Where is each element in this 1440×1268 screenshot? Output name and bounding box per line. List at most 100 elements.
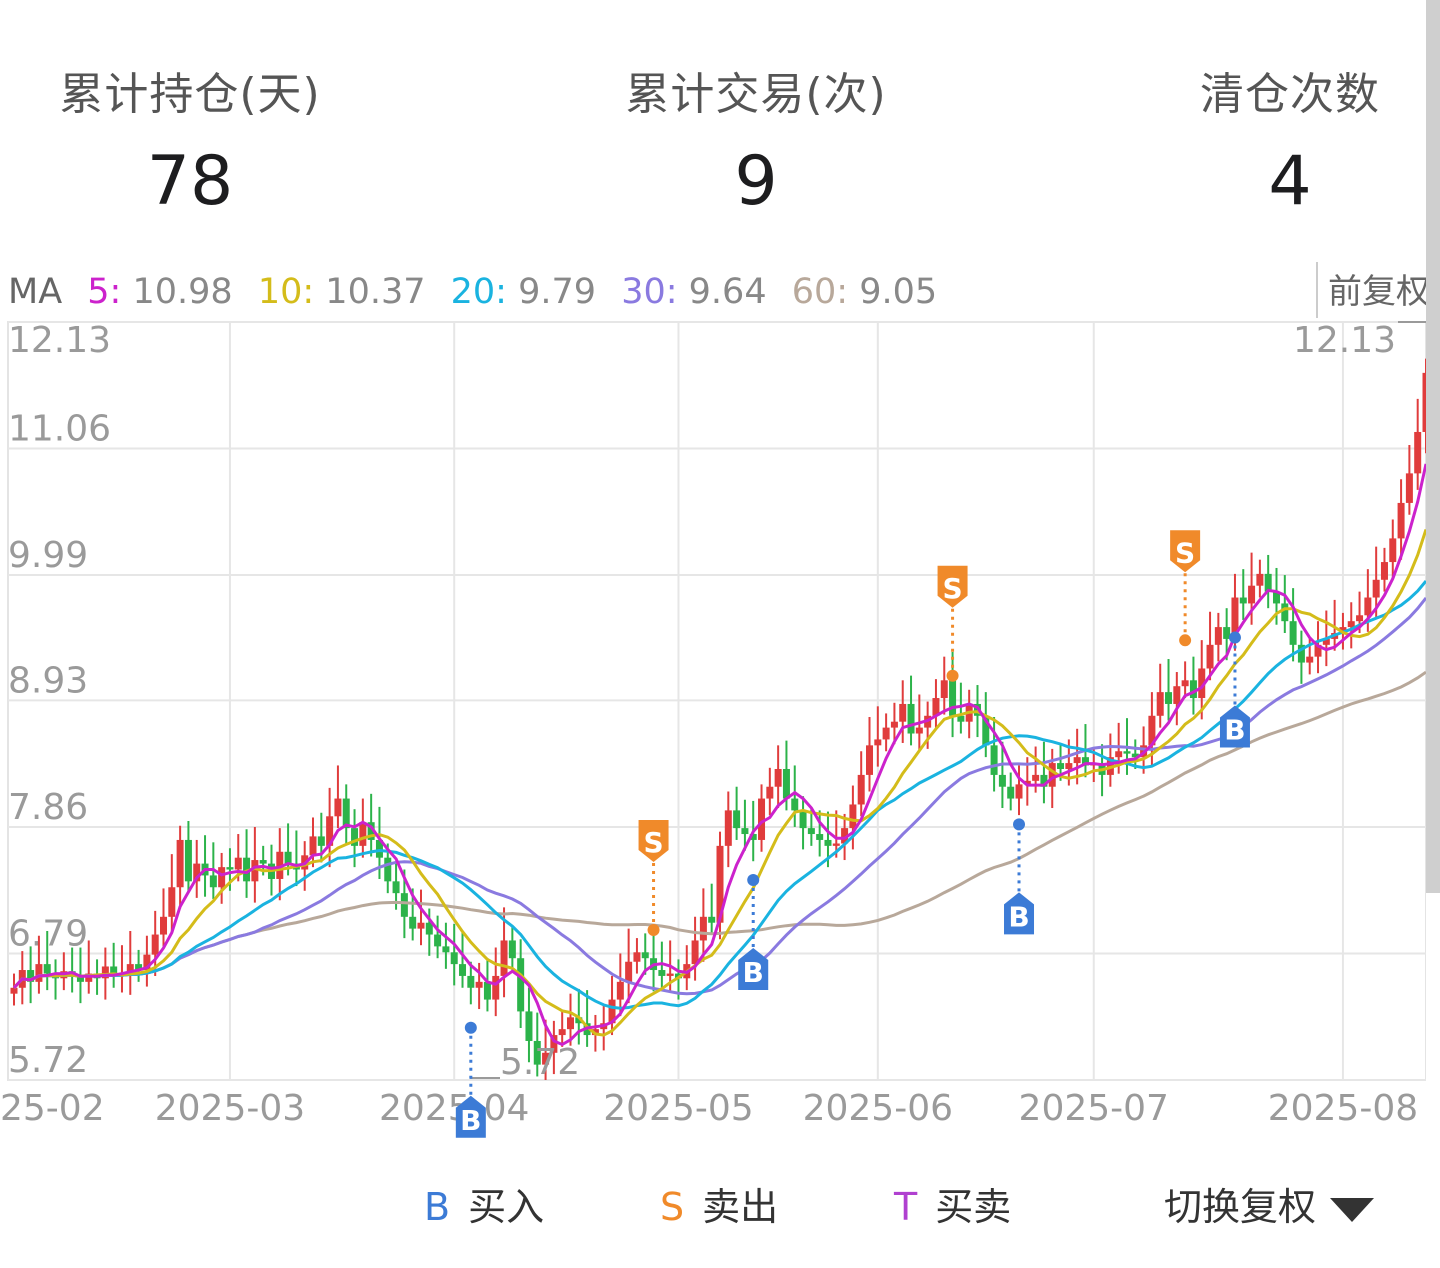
- legend-item-sell: S 卖出: [660, 1176, 778, 1231]
- candle-body: [1015, 784, 1023, 799]
- candle-body: [209, 875, 217, 888]
- candle-body: [375, 839, 383, 858]
- candle-body: [367, 822, 375, 840]
- candle-body: [276, 851, 284, 879]
- ma20-value: 9.79: [518, 272, 597, 312]
- candle-body: [168, 887, 176, 917]
- x-tick-label: 2025-08: [1268, 1088, 1418, 1129]
- candle-body: [1248, 585, 1256, 604]
- ma20-line: [12, 580, 1426, 1010]
- stat-label: 累计持仓(天): [59, 69, 321, 120]
- candle-body: [998, 774, 1006, 787]
- stat-value: 78: [146, 142, 234, 221]
- candle-body: [575, 1017, 583, 1024]
- candle-body: [251, 860, 259, 882]
- x-tick-label: 2025-03: [155, 1088, 305, 1129]
- ma10-key: 10:: [257, 272, 315, 312]
- candle-body: [1306, 656, 1314, 663]
- legend-symbol: T: [894, 1185, 918, 1229]
- candle-body: [1356, 615, 1364, 622]
- candle-body: [1231, 597, 1239, 639]
- ma-prefix: MA: [8, 272, 63, 312]
- candle-body: [508, 940, 516, 959]
- candle-body: [434, 934, 442, 947]
- candle-body: [874, 739, 882, 746]
- candle-body: [699, 916, 707, 941]
- candle-body: [459, 964, 467, 976]
- candle-body: [616, 981, 624, 1000]
- stats-panel: 累计持仓(天) 78 累计交易(次) 9 清仓次数 4: [0, 0, 1440, 230]
- sell-marker-dot: [647, 924, 660, 937]
- candle-body: [666, 973, 674, 976]
- candle-body: [317, 836, 325, 846]
- candle-body: [1322, 638, 1330, 645]
- legend-text: 卖出: [702, 1185, 779, 1229]
- candle-body: [1081, 757, 1089, 766]
- candle-body: [633, 952, 641, 962]
- sell-marker-label: S: [1175, 536, 1195, 569]
- buy-marker-label: B: [460, 1104, 481, 1137]
- candle-body: [1281, 603, 1289, 622]
- candle-body: [1057, 763, 1065, 769]
- adjust-mode-button[interactable]: 前复权: [1316, 262, 1430, 318]
- candle-body: [1198, 668, 1206, 699]
- candle-body: [1256, 573, 1264, 586]
- candle-body: [1297, 644, 1305, 663]
- candle-body: [758, 798, 766, 840]
- candle-body: [1065, 763, 1073, 769]
- high-label: 12.13: [1293, 320, 1396, 361]
- stat-trade-count: 累计交易(次) 9: [606, 58, 906, 221]
- candle-body: [949, 680, 957, 716]
- legend-item-buy: B 买入: [424, 1176, 544, 1231]
- ma5-value: 10.98: [132, 272, 233, 312]
- candle-body: [1223, 627, 1231, 639]
- ma30-line: [12, 596, 1426, 996]
- candle-body: [774, 768, 782, 787]
- candle-body: [492, 975, 500, 1000]
- candle-body: [708, 916, 716, 923]
- candle-body: [915, 727, 923, 734]
- candle-body: [1405, 473, 1413, 503]
- candle-body: [558, 1029, 566, 1036]
- candle-body: [866, 745, 874, 775]
- candle-body: [1314, 644, 1322, 657]
- candle-body: [334, 798, 342, 817]
- candle-body: [1414, 431, 1422, 474]
- candle-body: [101, 966, 109, 979]
- buy-marker-label: B: [1008, 900, 1029, 933]
- candle-body: [907, 703, 915, 734]
- sell-marker-tag: [937, 565, 968, 608]
- candle-body: [76, 975, 84, 982]
- candle-body: [658, 970, 666, 976]
- candle-body: [400, 893, 408, 917]
- candle-body: [1189, 680, 1197, 699]
- scrollbar[interactable]: [1426, 0, 1440, 893]
- buy-marker-tag: [455, 1095, 486, 1138]
- candle-body: [1032, 774, 1040, 781]
- candle-body: [724, 810, 732, 846]
- toggle-adjust-button[interactable]: 切换复权: [1164, 1176, 1375, 1231]
- candle-body: [841, 828, 849, 844]
- candle-body: [110, 966, 118, 976]
- candle-body: [1347, 621, 1355, 628]
- candle-body: [1397, 502, 1405, 539]
- candle-body: [417, 922, 425, 929]
- candle-body: [849, 804, 857, 829]
- chevron-down-icon: [1330, 1197, 1375, 1222]
- sell-marker-dot: [946, 669, 959, 682]
- candle-body: [342, 798, 350, 829]
- ma60-value: 9.05: [859, 272, 938, 312]
- candle-body: [1148, 715, 1156, 746]
- chart-legend: B 买入 S 卖出 T 买卖: [0, 1176, 1440, 1236]
- candle-body: [1173, 686, 1181, 704]
- buy-marker-dot: [747, 873, 760, 886]
- candle-body: [766, 786, 774, 799]
- candle-body: [1073, 757, 1081, 764]
- ma30-value: 9.64: [688, 272, 767, 312]
- buy-marker-dot: [1228, 631, 1241, 644]
- x-tick-label: 25-02: [0, 1088, 105, 1129]
- candle-body: [1131, 753, 1139, 758]
- candle-body: [483, 981, 491, 1000]
- candle-body: [625, 961, 633, 982]
